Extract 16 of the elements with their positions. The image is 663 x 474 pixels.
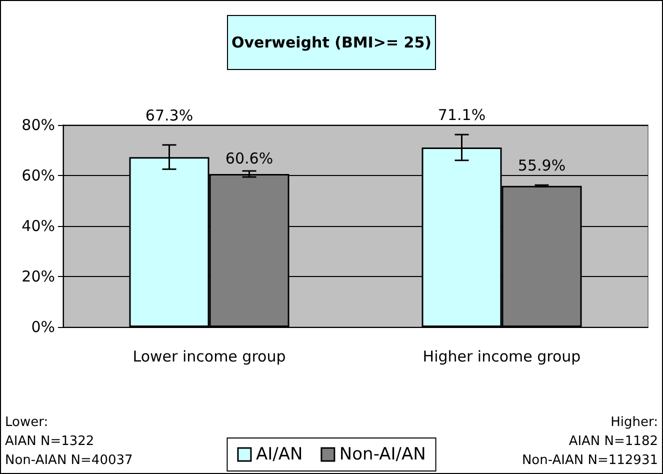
- data-label: 60.6%: [225, 149, 274, 168]
- y-tick-label: 20%: [22, 268, 55, 286]
- y-tick-label: 40%: [22, 217, 55, 235]
- legend-label: Non-AI/AN: [339, 444, 426, 464]
- y-tick-label: 80%: [22, 116, 55, 134]
- legend-label: AI/AN: [256, 444, 303, 464]
- data-label: 55.9%: [518, 156, 566, 175]
- data-label: 71.1%: [438, 106, 486, 124]
- chart-title: Overweight (BMI>= 25): [232, 34, 432, 52]
- data-label: 67.3%: [145, 106, 194, 124]
- text: Lower: AIAN N=1322 Non-AIAN N=40037: [5, 415, 133, 468]
- x-tick-label: Higher income group: [422, 348, 581, 366]
- y-tick-label: 0%: [31, 318, 55, 336]
- y-tick-label: 60%: [22, 166, 55, 184]
- text: Higher: AIAN N=1182 Non-AIAN N=112931: [522, 415, 658, 468]
- x-tick-label: Lower income group: [132, 348, 286, 366]
